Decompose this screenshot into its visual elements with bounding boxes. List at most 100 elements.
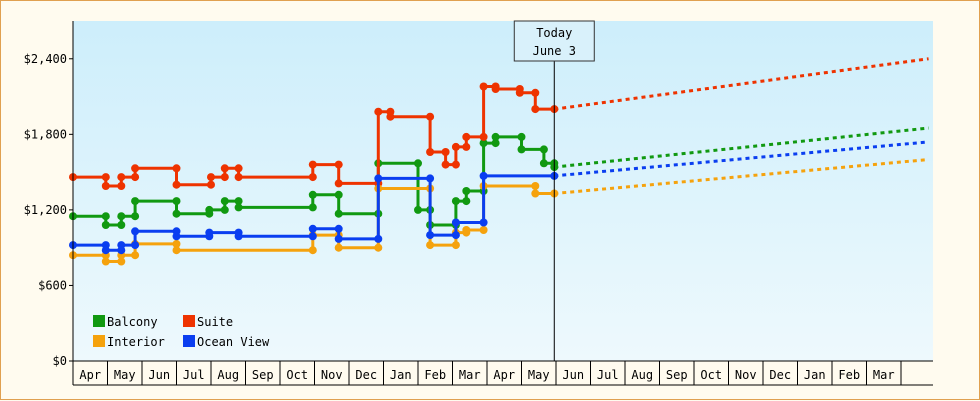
x-month-label: Aug: [217, 368, 239, 382]
data-point: [515, 88, 524, 97]
data-point: [374, 174, 383, 183]
data-point: [234, 173, 243, 182]
today-date: June 3: [533, 44, 576, 58]
series-line: [73, 85, 555, 188]
data-point: [308, 224, 317, 233]
x-month-label: Oct: [700, 368, 722, 382]
data-point: [334, 160, 343, 169]
data-point: [234, 232, 243, 241]
x-month-label: May: [528, 368, 550, 382]
x-month-label: Apr: [79, 368, 101, 382]
data-point: [101, 173, 110, 182]
data-point: [539, 159, 548, 168]
legend: Balcony Suite Interior Ocean View: [93, 315, 270, 349]
x-month-label: Apr: [493, 368, 515, 382]
data-point: [531, 189, 540, 198]
data-point: [131, 173, 140, 182]
y-tick-label: $2,400: [24, 52, 67, 66]
today-marker: Today June 3: [513, 20, 595, 361]
data-point: [117, 257, 126, 266]
data-point: [479, 139, 488, 148]
plot-background: [73, 21, 933, 361]
x-month-label: Sep: [666, 368, 688, 382]
data-point: [234, 197, 243, 206]
x-month-label: Jun: [562, 368, 584, 382]
data-point: [334, 224, 343, 233]
data-point: [517, 132, 526, 141]
data-point: [131, 212, 140, 221]
data-point: [172, 164, 181, 173]
data-point: [479, 226, 488, 234]
x-month-label: Feb: [838, 368, 860, 382]
data-point: [220, 197, 229, 206]
data-point: [479, 171, 488, 180]
data-point: [334, 209, 343, 218]
y-tick-label: $1,200: [24, 203, 67, 217]
data-point: [207, 173, 215, 182]
data-point: [374, 243, 383, 252]
data-point: [539, 145, 548, 154]
data-point: [441, 148, 450, 156]
data-point: [374, 234, 383, 243]
data-point: [414, 159, 422, 168]
data-point: [479, 218, 488, 227]
data-point: [117, 182, 126, 190]
y-tick-label: $0: [53, 354, 67, 368]
x-month-label: Sep: [252, 368, 274, 382]
data-point: [451, 197, 460, 206]
data-point: [205, 228, 214, 237]
data-point: [308, 173, 317, 182]
x-month-label: Jul: [597, 368, 619, 382]
data-point: [491, 132, 500, 141]
legend-swatch: [93, 315, 105, 327]
data-point: [220, 164, 229, 173]
data-point: [334, 179, 343, 188]
data-point: [451, 142, 460, 151]
data-point: [172, 239, 181, 248]
legend-label: Interior: [107, 335, 165, 349]
data-point: [462, 142, 471, 151]
y-tick-label: $1,800: [24, 127, 67, 141]
legend-swatch: [183, 335, 195, 347]
data-point: [451, 160, 460, 169]
data-point: [172, 180, 181, 189]
legend-label: Suite: [197, 315, 233, 329]
projection-line: [554, 158, 929, 196]
data-point: [220, 173, 229, 182]
legend-swatch: [183, 315, 195, 327]
data-point: [462, 187, 471, 195]
data-point: [101, 246, 110, 255]
data-point: [101, 182, 110, 190]
data-point: [426, 241, 435, 250]
data-point: [491, 85, 500, 93]
data-point: [334, 190, 343, 199]
data-point: [479, 132, 488, 141]
data-point: [451, 218, 460, 227]
data-point: [234, 164, 243, 173]
data-point: [451, 241, 460, 250]
data-point: [426, 112, 435, 121]
x-month-label: Nov: [321, 368, 343, 382]
data-point: [308, 190, 317, 199]
data-point: [205, 205, 214, 214]
data-point: [426, 174, 435, 183]
data-point: [517, 145, 526, 154]
data-point: [172, 246, 181, 255]
x-month-label: Oct: [286, 368, 308, 382]
x-month-label: Jan: [804, 368, 826, 382]
data-point: [172, 209, 181, 218]
data-point: [462, 197, 471, 206]
today-label: Today: [536, 26, 572, 40]
data-point: [531, 182, 540, 190]
projection-line: [554, 126, 929, 169]
data-point: [462, 226, 471, 234]
projection-line: [554, 140, 929, 178]
legend-label: Balcony: [107, 315, 158, 329]
data-point: [131, 227, 140, 236]
legend-swatch: [93, 335, 105, 347]
data-point: [234, 203, 243, 212]
data-point: [374, 107, 383, 116]
data-point: [101, 212, 110, 221]
